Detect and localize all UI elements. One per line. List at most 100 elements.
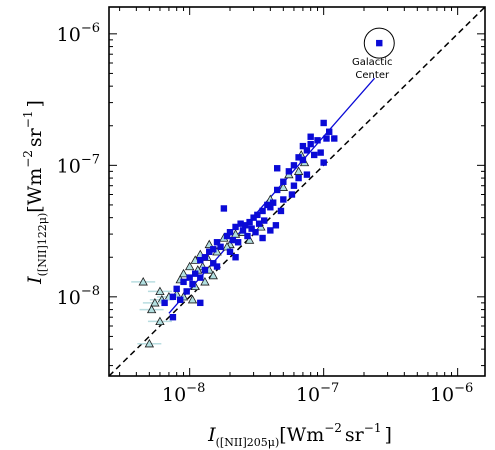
square-point	[206, 248, 213, 256]
square-point	[217, 243, 224, 251]
square-point	[246, 218, 253, 226]
square-point	[273, 165, 281, 172]
square-point	[280, 196, 287, 203]
triangle-point	[278, 182, 289, 191]
square-point	[183, 288, 190, 295]
y-tick-label: 10−8	[57, 284, 100, 309]
triangle-point	[184, 261, 195, 271]
x-axis-unit-a: [Wm	[279, 424, 324, 446]
square-point	[259, 207, 266, 215]
x-axis-unit-c: ]	[384, 424, 391, 446]
y-axis-subscript: ([NII]122μ)	[36, 213, 49, 277]
square-point	[201, 254, 209, 261]
y-axis-unit-b: sr	[24, 127, 46, 147]
square-point	[290, 162, 298, 169]
triangle-point	[150, 298, 160, 307]
galactic-center-circle	[363, 27, 395, 59]
x-axis-unit-b: sr	[345, 424, 365, 446]
square-point	[169, 293, 177, 301]
square-point	[242, 222, 249, 229]
x-axis-exp-a: −2	[324, 421, 342, 435]
square-point	[307, 133, 314, 140]
x-tick-label: 10−6	[430, 381, 473, 406]
x-axis-symbol: I	[207, 424, 216, 446]
y-tick-label: 10−6	[57, 21, 100, 46]
plot-content	[109, 7, 485, 376]
triangle-point	[208, 270, 218, 280]
square-point	[229, 236, 237, 244]
annotation-line-1: Galactic	[352, 57, 392, 68]
square-point	[239, 227, 247, 234]
y-axis-exp-b: −1	[21, 111, 35, 129]
one-to-one-line	[109, 7, 485, 376]
square-point	[210, 260, 217, 267]
square-point	[244, 232, 251, 240]
square-point	[295, 154, 302, 161]
square-point	[226, 229, 234, 236]
y-axis-exp-a: −2	[21, 150, 35, 168]
square-point	[317, 149, 324, 156]
y-axis-unit-a: [Wm	[24, 168, 46, 213]
square-point	[299, 142, 307, 150]
square-point	[272, 222, 280, 229]
square-point	[213, 263, 221, 270]
square-point	[248, 225, 255, 232]
triangle-point	[146, 304, 157, 314]
square-point	[311, 151, 318, 159]
annotation-line-2: Center	[355, 70, 390, 81]
square-point	[173, 285, 180, 293]
square-point	[273, 186, 281, 194]
x-tick-label: 10−7	[296, 381, 339, 406]
square-point	[220, 205, 228, 212]
square-point	[299, 156, 307, 164]
square-point	[267, 204, 274, 211]
square-point	[252, 229, 259, 236]
square-point	[189, 280, 196, 288]
square-point	[280, 178, 287, 185]
square-point	[303, 171, 311, 178]
square-point	[180, 278, 187, 286]
fit-line	[168, 77, 376, 314]
y-axis-unit-c: ]	[24, 100, 46, 107]
square-point	[234, 239, 242, 246]
square-point	[376, 39, 383, 47]
triangle-point	[187, 294, 198, 304]
square-point	[295, 174, 302, 182]
x-axis-exp-b: −1	[364, 421, 382, 435]
square-point	[331, 135, 338, 142]
square-point	[201, 266, 209, 274]
square-point	[314, 137, 321, 144]
y-axis-symbol: I	[24, 276, 46, 285]
square-point	[320, 159, 327, 166]
square-point	[267, 227, 274, 234]
square-point	[285, 168, 293, 175]
triangle-point	[200, 277, 210, 286]
square-point	[213, 239, 221, 246]
annotation-galactic-center: Galactic Center	[352, 57, 392, 81]
square-point	[192, 270, 199, 277]
square-point	[323, 135, 330, 142]
plot-frame	[108, 6, 486, 377]
square-point	[223, 232, 231, 240]
triangle-point	[178, 268, 189, 278]
triangle-point	[244, 235, 255, 244]
square-point	[197, 256, 204, 264]
square-point	[290, 182, 298, 189]
square-point	[288, 191, 296, 198]
x-axis-label: I([NII]205μ)[Wm−2 sr−1]	[207, 421, 392, 449]
square-point	[197, 274, 204, 281]
square-point	[259, 234, 266, 242]
square-point	[307, 140, 314, 148]
triangle-point	[204, 239, 214, 249]
square-point	[254, 211, 261, 219]
square-point	[169, 314, 177, 321]
square-point	[326, 128, 333, 135]
square-point	[255, 220, 263, 227]
triangle-point	[293, 166, 304, 175]
triangle-point	[144, 338, 155, 348]
square-point	[177, 296, 184, 303]
square-point	[210, 246, 217, 253]
square-point	[237, 220, 244, 227]
square-point	[232, 254, 239, 261]
